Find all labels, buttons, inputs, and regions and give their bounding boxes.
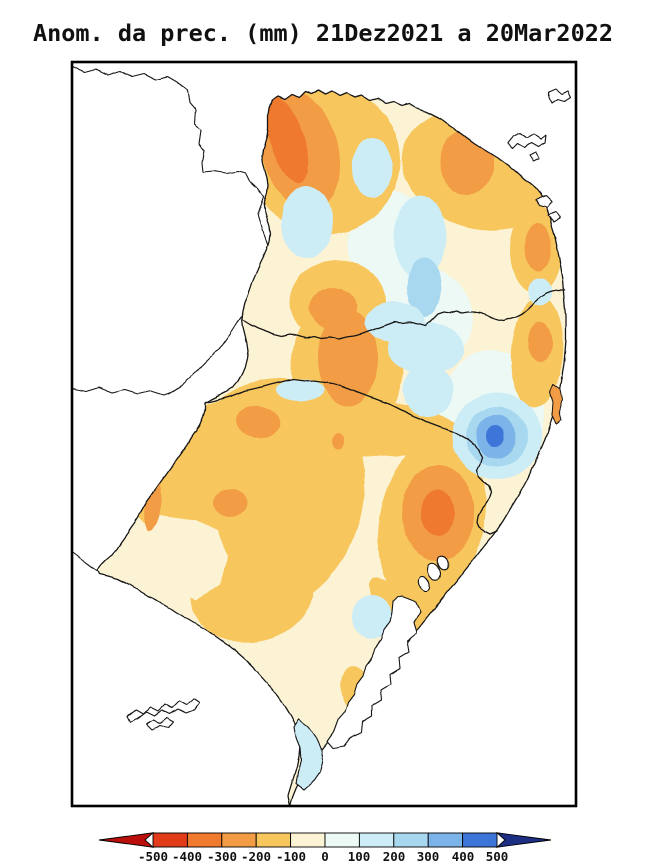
uruguay-lagoon-squiggle: [127, 698, 200, 731]
colorbar-segment: [462, 832, 498, 848]
colorbar-tick-label: 300: [417, 849, 440, 864]
colorbar-tick-label: 200: [383, 849, 406, 864]
east-sc-bullseye: [452, 393, 542, 479]
south-sc-core: [421, 490, 455, 536]
sw-rs-pale-wedge: [148, 514, 228, 600]
negative-anomaly-blobs: [126, 90, 564, 714]
lagoa-dos-patos: [326, 595, 422, 749]
colorbar-segment: [358, 832, 395, 848]
colorbar-segment: [427, 832, 464, 848]
colorbar-arrow-low: [98, 832, 155, 848]
coastal-islets-ne: [507, 88, 572, 162]
border-argentina-uruguay: [73, 552, 98, 572]
border-mato-grosso-paraguay: [73, 66, 270, 251]
colorbar-segment: [186, 832, 223, 848]
colorbar-tick-label: -300: [207, 849, 237, 864]
map-frame: [70, 60, 578, 808]
colorbar-arrow-high: [495, 832, 552, 848]
florianopolis-island: [549, 384, 563, 425]
anomaly-blobs: [126, 90, 564, 714]
colorbar: -500 -400 -300 -200 -100 0 100 200 300 4…: [98, 832, 552, 864]
lagoons: [293, 555, 449, 791]
country-borders: [73, 66, 572, 731]
colorbar-tick-label: 100: [348, 849, 371, 864]
lagoa-mirim: [293, 718, 324, 791]
colorbar-tick-label: -200: [241, 849, 271, 864]
colorbar-segment: [393, 832, 429, 848]
nw-parana-core: [265, 96, 309, 184]
colorbar-segments: [152, 832, 498, 848]
colorbar-tick-label: -500: [138, 849, 168, 864]
colorbar-tick-label: 400: [452, 849, 475, 864]
border-misiones-argentina: [73, 315, 243, 396]
colorbar-tick-label: -400: [172, 849, 202, 864]
map-content: [73, 66, 572, 805]
colorbar-tick-label: -100: [276, 849, 306, 864]
colorbar-segment: [221, 832, 257, 848]
colorbar-tick-label: 0: [321, 849, 329, 864]
colorbar-segment: [152, 832, 188, 848]
colorbar-tick-label: 500: [486, 849, 509, 864]
border-santa-catarina-rio-grande: [204, 378, 498, 535]
figure-title: Anom. da prec. (mm) 21Dez2021 a 20Mar202…: [33, 19, 613, 47]
colorbar-segment: [324, 832, 360, 848]
border-parana-santa-catarina: [241, 289, 566, 340]
colorbar-tick-labels: -500 -400 -300 -200 -100 0 100 200 300 4…: [138, 849, 508, 864]
colorbar-segment: [255, 832, 292, 848]
coastal-bays: [535, 195, 561, 223]
colorbar-segment: [290, 832, 326, 848]
